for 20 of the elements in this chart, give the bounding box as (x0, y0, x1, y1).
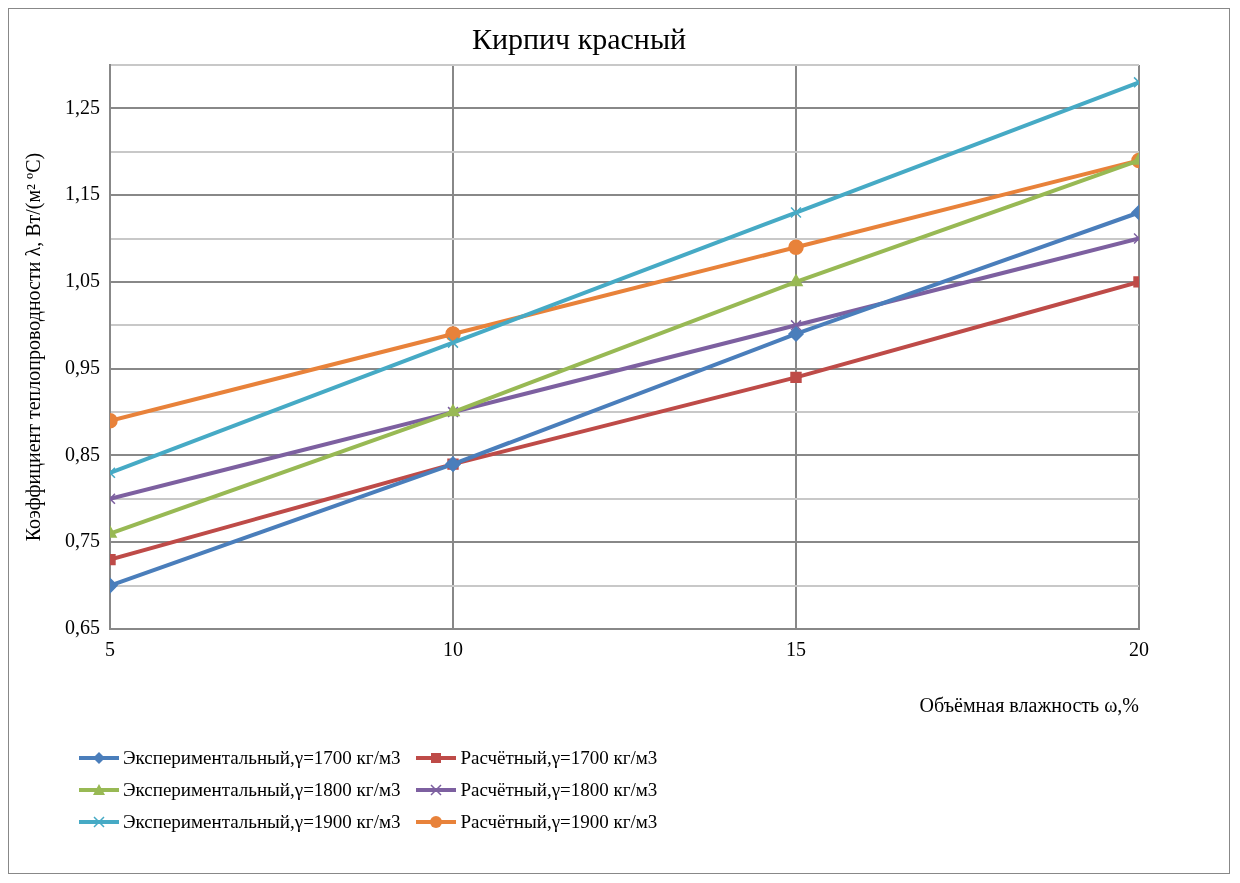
x-axis-title: Объёмная влажность ω,% (919, 694, 1139, 717)
x-tick-label: 20 (1129, 638, 1149, 661)
y-tick-label: 1,25 (65, 95, 100, 118)
y-tick-label: 1,15 (65, 182, 100, 205)
legend-label: Расчётный,γ=1900 кг/м3 (460, 811, 658, 833)
y-axis-title: Коэффициент теплопроводности λ, Вт/(м² ºС) (22, 152, 46, 542)
x-tick-label: 5 (105, 638, 115, 661)
legend-label: Расчётный,γ=1800 кг/м3 (460, 779, 658, 801)
legend-label: Экспериментальный,γ=1700 кг/м3 (123, 747, 401, 769)
legend-label: Экспериментальный,γ=1900 кг/м3 (123, 811, 401, 833)
y-tick-label: 0,95 (65, 355, 100, 378)
y-tick-label: 0,65 (65, 616, 100, 639)
x-tick-label: 10 (443, 638, 463, 661)
x-tick-label: 15 (786, 638, 806, 661)
y-tick-label: 0,85 (65, 442, 100, 465)
legend-label: Расчётный,γ=1700 кг/м3 (460, 747, 658, 769)
y-tick-label: 1,05 (65, 269, 100, 292)
legend-label: Экспериментальный,γ=1800 кг/м3 (123, 779, 401, 801)
chart-title: Кирпич красный (471, 21, 687, 55)
y-tick-label: 0,75 (65, 529, 100, 552)
